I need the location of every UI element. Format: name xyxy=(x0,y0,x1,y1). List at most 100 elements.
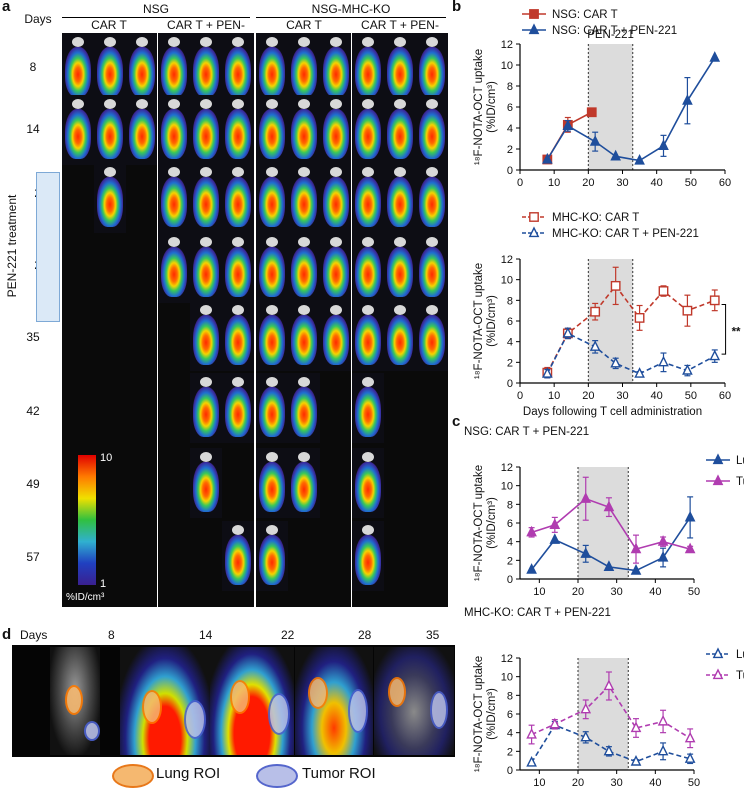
mouse-skull xyxy=(362,525,374,535)
mouse-skull xyxy=(426,167,438,177)
mouse-uptake xyxy=(259,47,285,97)
data-point xyxy=(603,679,615,691)
pet-mouse-image xyxy=(222,301,254,371)
x-tick-label: 50 xyxy=(688,586,700,598)
data-point xyxy=(634,153,645,165)
data-point xyxy=(549,518,561,529)
data-point xyxy=(549,533,561,544)
tumor-roi-marker xyxy=(184,700,206,739)
pet-mouse-image xyxy=(288,448,320,518)
mouse-uptake xyxy=(259,387,285,437)
mouse-uptake xyxy=(161,247,187,297)
y-tick-label: 0 xyxy=(507,165,513,177)
y-tick-label: 4 xyxy=(507,537,513,549)
mouse-skull xyxy=(266,305,278,315)
mouse-uptake xyxy=(387,47,413,97)
pet-mouse-image xyxy=(416,33,448,103)
x-tick-label: 10 xyxy=(533,777,545,789)
pet-mouse-image xyxy=(256,95,288,165)
legend-entry: NSG: CAR T xyxy=(522,9,618,21)
pet-mouse-image xyxy=(126,95,158,165)
pet-mouse-image xyxy=(384,163,416,233)
y-axis-unit-label: (%ID/cm³) xyxy=(486,81,498,133)
shaded-treatment-region xyxy=(578,658,629,770)
data-point xyxy=(657,535,669,546)
mouse-uptake xyxy=(193,247,219,297)
mouse-uptake xyxy=(323,109,349,159)
mouse-uptake xyxy=(225,109,251,159)
legend-entry: MHC-KO: CAR T xyxy=(522,212,639,224)
x-tick-label: 40 xyxy=(649,586,661,598)
mouse-uptake xyxy=(291,109,317,159)
mouse-uptake xyxy=(387,315,413,365)
mouse-uptake xyxy=(259,315,285,365)
mouse-skull xyxy=(168,237,180,247)
x-tick-label: 30 xyxy=(616,390,628,402)
chart-title: NSG: CAR T + PEN-221 xyxy=(464,426,589,438)
series-line xyxy=(546,332,716,375)
pet-mouse-image xyxy=(288,301,320,371)
x-tick-label: 50 xyxy=(688,777,700,789)
y-axis-label: ¹⁸F-NOTA-OCT uptake xyxy=(473,263,485,379)
mouse-uptake xyxy=(419,315,445,365)
y-tick-label: 12 xyxy=(501,254,513,266)
mouse-skull xyxy=(426,237,438,247)
data-point xyxy=(684,752,696,763)
mouse-skull xyxy=(330,37,342,47)
mouse-skull xyxy=(72,37,84,47)
x-tick-label: 20 xyxy=(582,390,594,402)
pet-mouse-image xyxy=(352,233,384,303)
mouse-uptake xyxy=(161,177,187,227)
data-point xyxy=(682,94,693,105)
legend-label: NSG: CAR T + PEN-221 xyxy=(552,25,677,37)
panel-label-c: c xyxy=(452,413,461,430)
x-tick-label: 60 xyxy=(719,390,731,402)
series-mhc-ko-car-t-pen-221 xyxy=(542,326,721,379)
mouse-skull xyxy=(266,377,278,387)
x-tick-label: 20 xyxy=(582,177,594,189)
y-axis-unit-label: (%ID/cm³) xyxy=(486,295,498,347)
mouse-skull xyxy=(104,167,116,177)
d-day-label: 14 xyxy=(199,628,213,642)
mouse-uptake xyxy=(323,247,349,297)
x-tick-label: 30 xyxy=(616,177,628,189)
tumor-roi-marker xyxy=(430,691,448,729)
d-day-label: 22 xyxy=(281,628,295,642)
mouse-uptake xyxy=(419,247,445,297)
pet-mouse-image xyxy=(352,373,384,443)
y-tick-label: 6 xyxy=(507,102,513,114)
y-tick-label: 6 xyxy=(507,316,513,328)
pet-mouse-image xyxy=(190,373,222,443)
lung-roi-legend-label: Lung ROI xyxy=(156,765,221,782)
data-point xyxy=(682,305,693,316)
mouse-uptake xyxy=(387,247,413,297)
legend-marker xyxy=(528,226,540,238)
mouse-uptake xyxy=(291,177,317,227)
legend-label: Tumor xyxy=(736,476,744,488)
chart-title: MHC-KO: CAR T + PEN-221 xyxy=(464,607,611,619)
pet-mouse-image xyxy=(222,33,254,103)
lung-roi-marker xyxy=(230,680,250,714)
mouse-skull xyxy=(200,167,212,177)
mouse-skull xyxy=(394,305,406,315)
y-tick-label: 2 xyxy=(507,555,513,567)
treatment-label: PEN-221 treatment xyxy=(5,194,19,298)
data-point xyxy=(709,51,721,62)
mouse-skull xyxy=(104,37,116,47)
mouse-uptake xyxy=(259,247,285,297)
x-tick-label: 30 xyxy=(611,777,623,789)
x-tick-label: 40 xyxy=(651,177,663,189)
mouse-skull xyxy=(72,99,84,109)
pet-mouse-image xyxy=(158,33,190,103)
mouse-uptake xyxy=(259,462,285,512)
mouse-uptake xyxy=(323,177,349,227)
pet-mouse-image xyxy=(288,163,320,233)
pet-mouse-image xyxy=(416,233,448,303)
mouse-skull xyxy=(136,37,148,47)
data-point xyxy=(580,702,592,714)
data-point xyxy=(684,510,696,522)
mouse-skull xyxy=(136,99,148,109)
data-point xyxy=(657,550,669,562)
data-point xyxy=(610,356,621,368)
pet-mouse-image xyxy=(158,95,190,165)
